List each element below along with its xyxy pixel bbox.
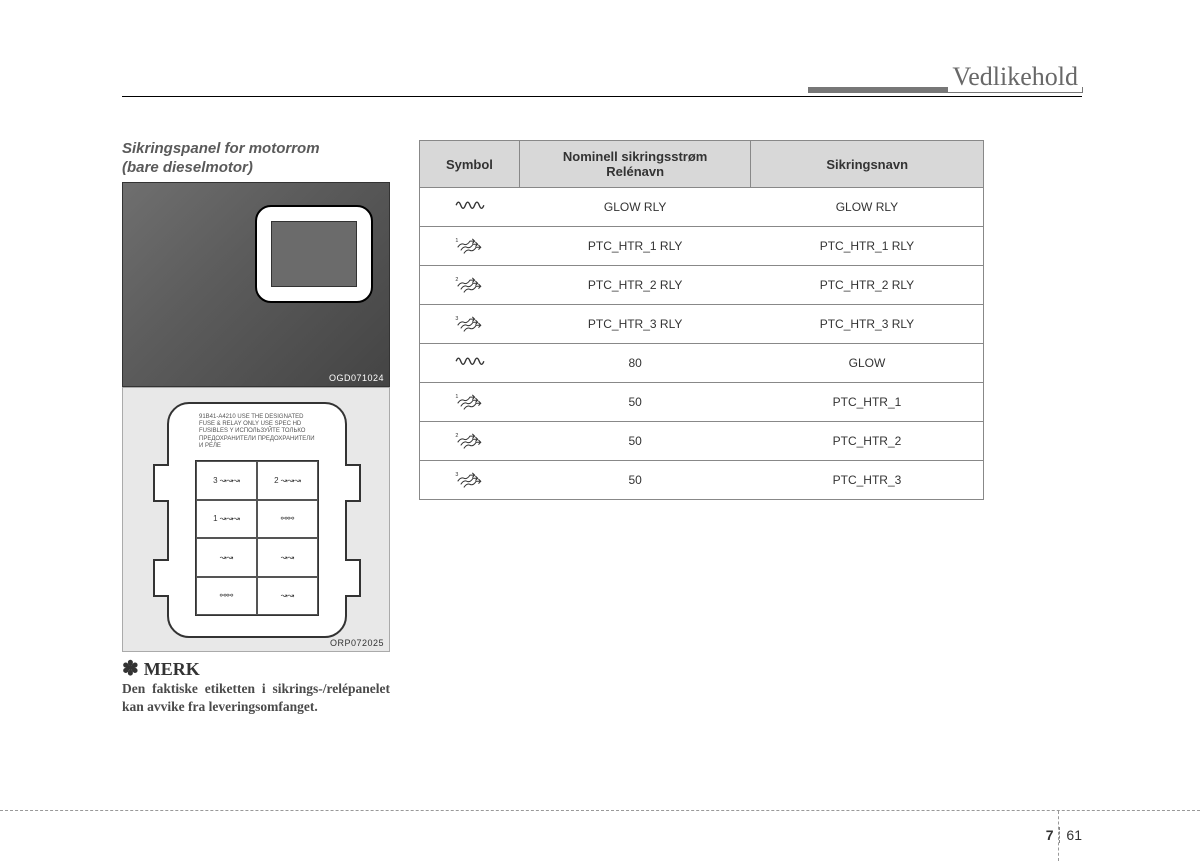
section-title-line2: (bare dieselmotor) [122, 159, 253, 176]
arrows2-icon: 2 [449, 430, 491, 450]
cell-nominal: 50 [519, 422, 751, 461]
chapter-number: 7 [1046, 827, 1054, 843]
fuse-diagram: 91B41-A4210 USE THE DESIGNATED FUSE & RE… [122, 387, 390, 652]
note-heading-text: MERK [144, 659, 200, 679]
cell-name: PTC_HTR_2 [751, 422, 984, 461]
cell-name: PTC_HTR_3 RLY [751, 305, 984, 344]
diagram-tab [153, 559, 169, 597]
table-row: 2 50 PTC_HTR_2 [420, 422, 984, 461]
cell-name: GLOW [751, 344, 984, 383]
cell-name: PTC_HTR_1 [751, 383, 984, 422]
cell-symbol [420, 344, 520, 383]
fuse-diagram-panel: 91B41-A4210 USE THE DESIGNATED FUSE & RE… [167, 402, 347, 638]
section-title: Sikringspanel for motorrom (bare dieselm… [122, 140, 320, 178]
diagram-cell: ↝↝ [196, 538, 257, 577]
table-row: 1 50 PTC_HTR_1 [420, 383, 984, 422]
cell-name: PTC_HTR_1 RLY [751, 227, 984, 266]
cell-symbol: 1 [420, 383, 520, 422]
th-name: Sikringsnavn [751, 141, 984, 188]
diagram-cell: ⚯⚯ [257, 500, 318, 539]
cell-nominal: 80 [519, 344, 751, 383]
cell-symbol: 2 [420, 422, 520, 461]
asterisk-icon: ✽ [122, 658, 144, 680]
diagram-tab [345, 559, 361, 597]
svg-text:1: 1 [455, 393, 458, 399]
svg-text:2: 2 [455, 432, 458, 438]
cell-nominal: PTC_HTR_1 RLY [519, 227, 751, 266]
svg-text:3: 3 [455, 315, 458, 321]
photo-code: OGD071024 [329, 373, 384, 383]
footer-dashed-line [0, 810, 1200, 811]
diagram-cell: 1 ↝↝↝ [196, 500, 257, 539]
table-row: 1 PTC_HTR_1 RLY PTC_HTR_1 RLY [420, 227, 984, 266]
diagram-tab [153, 464, 169, 502]
diagram-cell: ↝↝ [257, 577, 318, 616]
table-row: GLOW RLY GLOW RLY [420, 188, 984, 227]
svg-text:3: 3 [455, 471, 458, 477]
cell-nominal: 50 [519, 461, 751, 500]
header-title-wrap: Vedlikehold [948, 62, 1082, 92]
note-body: Den faktiske etiketten i sikrings-/relép… [122, 680, 390, 715]
engine-photo: OGD071024 [122, 182, 390, 387]
cell-nominal: 50 [519, 383, 751, 422]
table-row: 2 PTC_HTR_2 RLY PTC_HTR_2 RLY [420, 266, 984, 305]
arrows2-icon: 2 [449, 274, 491, 294]
fuse-table: Symbol Nominell sikringsstrømRelénavn Si… [419, 140, 984, 500]
diagram-grid: 3 ↝↝↝ 2 ↝↝↝ 1 ↝↝↝ ⚯⚯ ↝↝ ↝↝ ⚯⚯ ↝↝ [195, 460, 319, 616]
cell-nominal: GLOW RLY [519, 188, 751, 227]
coil-icon [449, 352, 491, 372]
section-title-line1: Sikringspanel for motorrom [122, 140, 320, 157]
cell-symbol: 3 [420, 305, 520, 344]
arrows3-icon: 3 [449, 313, 491, 333]
diagram-cell: ⚯⚯ [196, 577, 257, 616]
cell-symbol [420, 188, 520, 227]
table-header-row: Symbol Nominell sikringsstrømRelénavn Si… [420, 141, 984, 188]
cell-name: PTC_HTR_2 RLY [751, 266, 984, 305]
page-number: 61 [1059, 827, 1082, 843]
diagram-tab [345, 464, 361, 502]
th-symbol: Symbol [420, 141, 520, 188]
diagram-text: 91B41-A4210 USE THE DESIGNATED FUSE & RE… [199, 414, 315, 450]
cell-symbol: 3 [420, 461, 520, 500]
cell-name: PTC_HTR_3 [751, 461, 984, 500]
th-nominal: Nominell sikringsstrømRelénavn [519, 141, 751, 188]
page-footer: 7 61 [1046, 827, 1082, 843]
arrows3-icon: 3 [449, 469, 491, 489]
svg-text:1: 1 [455, 237, 458, 243]
cell-name: GLOW RLY [751, 188, 984, 227]
table-row: 3 PTC_HTR_3 RLY PTC_HTR_3 RLY [420, 305, 984, 344]
header-title: Vedlikehold [952, 62, 1078, 91]
table-row: 3 50 PTC_HTR_3 [420, 461, 984, 500]
diagram-code: ORP072025 [330, 638, 384, 648]
diagram-cell: 3 ↝↝↝ [196, 461, 257, 500]
table-row: 80 GLOW [420, 344, 984, 383]
photo-callout [255, 205, 373, 303]
arrows1-icon: 1 [449, 235, 491, 255]
cell-symbol: 2 [420, 266, 520, 305]
cell-nominal: PTC_HTR_3 RLY [519, 305, 751, 344]
photo-callout-inner [271, 221, 357, 287]
note-heading: ✽ MERK [122, 656, 200, 681]
diagram-cell: 2 ↝↝↝ [257, 461, 318, 500]
cell-symbol: 1 [420, 227, 520, 266]
coil-icon [449, 196, 491, 216]
header-rule [122, 96, 1082, 97]
diagram-cell: ↝↝ [257, 538, 318, 577]
arrows1-icon: 1 [449, 391, 491, 411]
svg-text:2: 2 [455, 276, 458, 282]
cell-nominal: PTC_HTR_2 RLY [519, 266, 751, 305]
